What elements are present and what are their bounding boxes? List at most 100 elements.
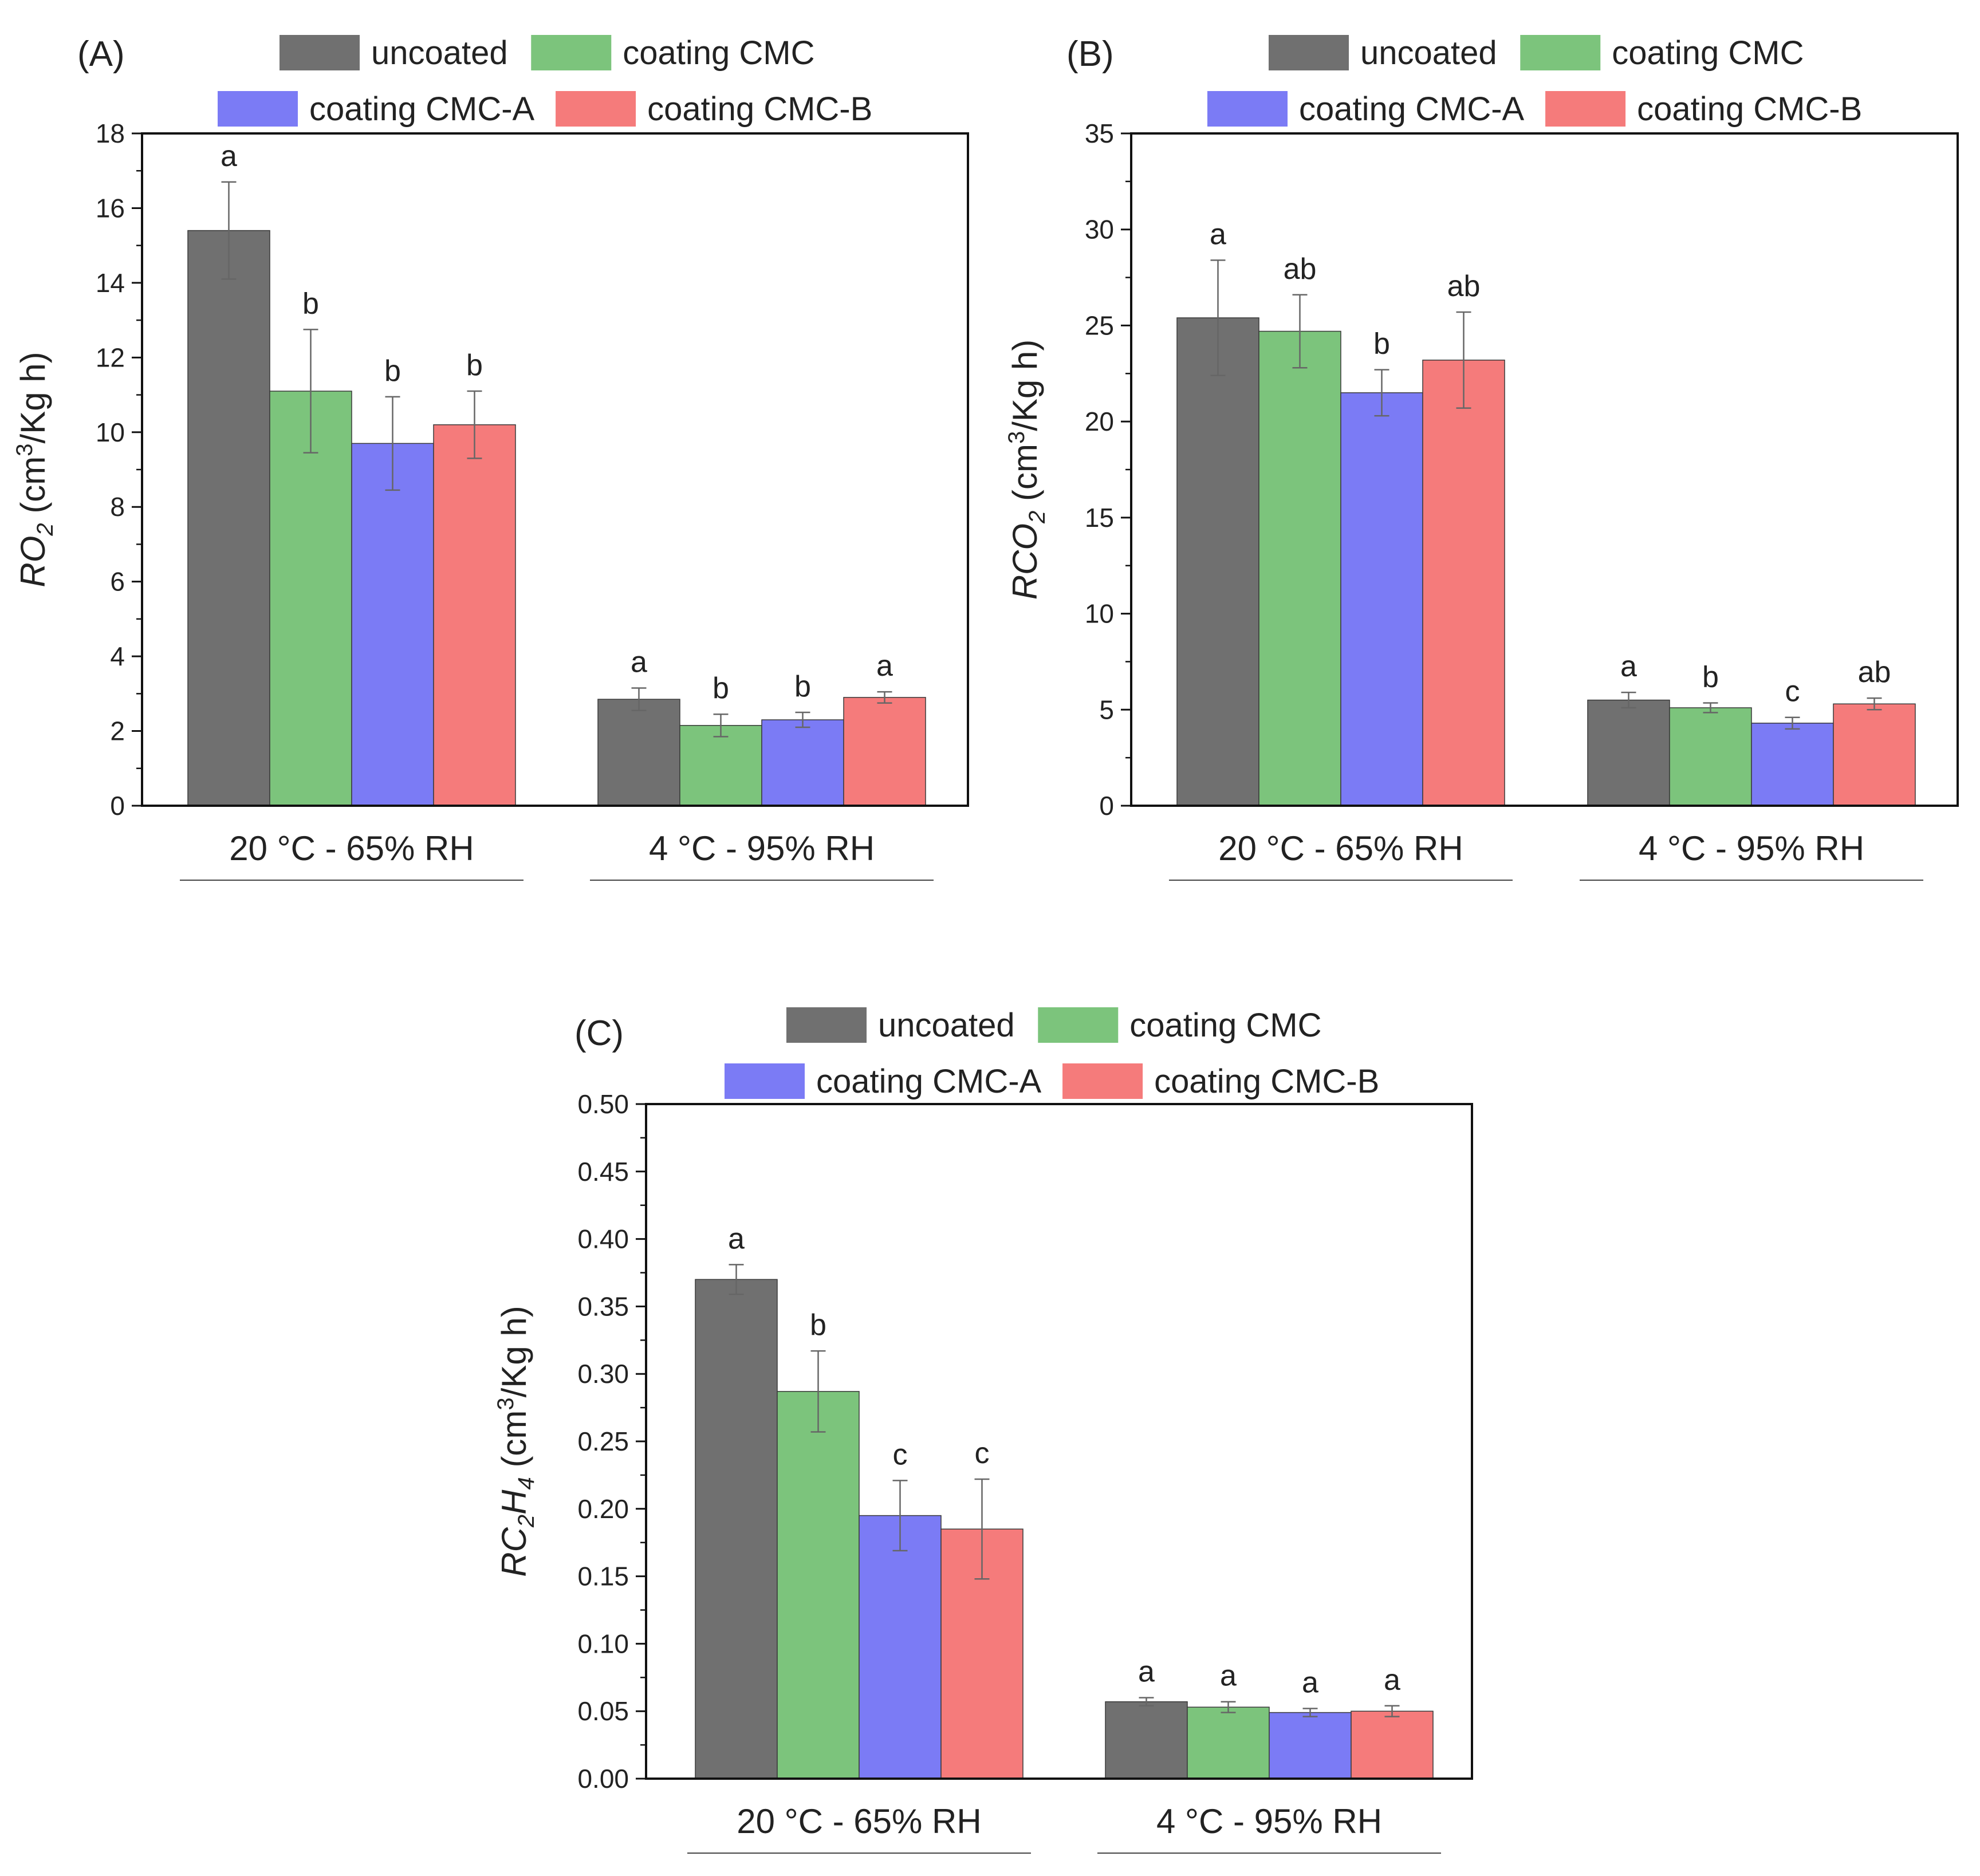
legend-label: coating CMC-B — [1154, 1063, 1379, 1100]
y-tick-label: 0.30 — [577, 1359, 629, 1389]
y-axis-title: RCO2 (cm3/Kg h) — [1004, 340, 1050, 600]
bar — [1105, 1701, 1188, 1779]
bar — [1669, 707, 1752, 806]
legend-label: coating CMC — [623, 34, 814, 72]
panel-a: (A) uncoated coating CMC coating CMC-A coati… — [12, 34, 969, 881]
y-tick-label: 0 — [110, 791, 125, 821]
bar — [1269, 1712, 1352, 1779]
y-tick-label: 10 — [96, 417, 125, 447]
y-tick-label: 5 — [1099, 695, 1114, 724]
significance-letter: b — [794, 670, 811, 703]
panel-label: (A) — [77, 34, 125, 74]
legend-label: uncoated — [371, 34, 508, 72]
y-tick-label: 0 — [1099, 791, 1114, 821]
significance-letter: b — [1373, 328, 1390, 361]
y-tick-label: 18 — [96, 119, 125, 148]
significance-letter: c — [975, 1437, 990, 1470]
legend-swatch — [1545, 91, 1626, 127]
bar — [1258, 330, 1341, 806]
legend-swatch — [1207, 91, 1288, 127]
significance-letter: a — [631, 646, 647, 679]
y-tick-label: 30 — [1085, 215, 1114, 245]
bar — [761, 719, 844, 806]
y-tick-label: 0.45 — [577, 1157, 629, 1187]
bar — [843, 697, 926, 806]
category-label: 4 °C - 95% RH — [1156, 1802, 1382, 1840]
significance-letter: a — [876, 649, 893, 683]
significance-letter: c — [1785, 675, 1800, 708]
panel-label: (B) — [1066, 34, 1114, 74]
significance-letter: b — [810, 1309, 826, 1342]
significance-letter: a — [221, 140, 237, 173]
y-tick-label: 10 — [1085, 599, 1114, 629]
bar — [351, 443, 434, 806]
bar — [1833, 703, 1916, 806]
bar — [1351, 1711, 1434, 1779]
y-tick-label: 0.00 — [577, 1764, 629, 1794]
bar — [187, 230, 270, 806]
legend-label: coating CMC-B — [647, 90, 872, 128]
bar — [1751, 723, 1834, 806]
significance-letter: b — [302, 287, 319, 320]
category-label: 20 °C - 65% RH — [229, 829, 474, 868]
y-tick-label: 0.40 — [577, 1224, 629, 1254]
y-tick-label: 16 — [96, 193, 125, 223]
significance-letter: c — [893, 1438, 908, 1471]
y-tick-label: 0.20 — [577, 1494, 629, 1524]
legend-swatch — [1062, 1063, 1143, 1099]
legend-label: uncoated — [878, 1007, 1015, 1044]
legend-label: coating CMC — [1129, 1007, 1321, 1044]
y-tick-label: 0.50 — [577, 1089, 629, 1119]
y-axis-title: RC2H4 (cm3/Kg h) — [493, 1306, 539, 1577]
legend-swatch — [1038, 1007, 1119, 1043]
legend-swatch — [531, 35, 612, 70]
significance-letter: b — [713, 672, 729, 705]
bar — [859, 1515, 942, 1779]
bar — [269, 391, 352, 806]
y-tick-label: 14 — [96, 268, 125, 298]
bar — [777, 1391, 860, 1779]
y-tick-label: 12 — [96, 342, 125, 372]
legend-swatch — [280, 35, 360, 70]
y-tick-label: 2 — [110, 716, 125, 746]
bar — [695, 1279, 778, 1779]
category-label: 20 °C - 65% RH — [737, 1802, 981, 1840]
category-label: 4 °C - 95% RH — [649, 829, 875, 868]
y-tick-label: 0.25 — [577, 1426, 629, 1456]
legend-label: coating CMC-A — [309, 90, 535, 128]
legend-label: coating CMC — [1612, 34, 1804, 72]
legend-swatch — [725, 1063, 805, 1099]
panel-b: (B) uncoated coating CMC coating CMC-A coati… — [1004, 34, 1959, 881]
significance-letter: b — [1702, 661, 1719, 694]
significance-letter: a — [728, 1222, 745, 1255]
category-label: 4 °C - 95% RH — [1639, 829, 1864, 868]
bar — [1187, 1706, 1270, 1779]
significance-letter: ab — [1858, 656, 1891, 689]
legend-label: coating CMC-A — [1299, 90, 1525, 128]
bar — [1587, 699, 1670, 806]
y-tick-label: 0.15 — [577, 1562, 629, 1591]
bar — [597, 699, 680, 806]
significance-letter: ab — [1284, 253, 1317, 286]
panel-c: (C) uncoated coating CMC coating CMC-A coati… — [493, 1007, 1473, 1854]
significance-letter: b — [384, 354, 401, 388]
bar — [1340, 392, 1423, 806]
panel-label: (C) — [574, 1014, 624, 1053]
significance-letter: a — [1210, 218, 1226, 251]
legend-swatch — [786, 1007, 867, 1043]
y-tick-label: 25 — [1085, 310, 1114, 340]
y-tick-label: 4 — [110, 641, 125, 671]
significance-letter: a — [1302, 1666, 1318, 1699]
significance-letter: a — [1138, 1656, 1155, 1689]
significance-letter: b — [466, 349, 483, 382]
significance-letter: a — [1384, 1664, 1400, 1697]
legend-label: uncoated — [1360, 34, 1497, 72]
y-tick-label: 0.35 — [577, 1291, 629, 1321]
significance-letter: ab — [1447, 270, 1481, 303]
legend-swatch — [1520, 35, 1601, 70]
bar — [679, 725, 762, 806]
legend-label: coating CMC-A — [816, 1063, 1042, 1100]
bar — [1176, 317, 1259, 806]
y-tick-label: 20 — [1085, 407, 1114, 436]
y-axis-title: RO2 (cm3/Kg h) — [12, 352, 58, 587]
